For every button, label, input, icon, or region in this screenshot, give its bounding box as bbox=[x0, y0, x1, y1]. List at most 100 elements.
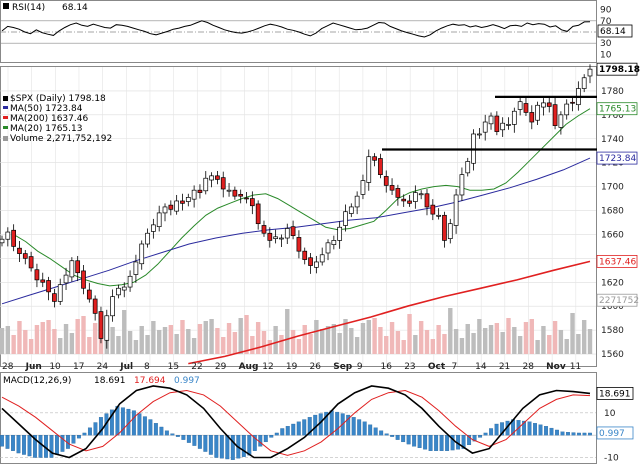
candle bbox=[389, 185, 395, 191]
candle bbox=[92, 298, 98, 314]
volume-bar bbox=[122, 310, 127, 354]
volume-bar bbox=[215, 328, 220, 354]
volume-bar bbox=[11, 335, 16, 354]
candle bbox=[418, 193, 424, 196]
macd-hist-bar bbox=[329, 410, 334, 436]
volume-bar bbox=[168, 325, 174, 354]
macd-hist-bar bbox=[11, 435, 15, 451]
macd-line bbox=[1, 385, 591, 459]
candle bbox=[546, 102, 552, 107]
macd-hist-value: 0.997 bbox=[174, 376, 200, 386]
price-y-tick: 1680 bbox=[601, 207, 624, 217]
candle bbox=[302, 250, 308, 260]
macd-hist-bar bbox=[357, 419, 362, 436]
candle bbox=[5, 231, 11, 240]
legend-spx: $SPX (Daily) 1798.18 bbox=[10, 94, 106, 104]
legend-volume: Volume 2,271,752,192 bbox=[10, 134, 112, 144]
macd-hist-bar bbox=[109, 409, 114, 436]
candle bbox=[412, 192, 418, 202]
volume-bar bbox=[558, 330, 564, 354]
volume-bar bbox=[384, 336, 389, 354]
macd-hist-bar bbox=[175, 435, 180, 437]
macd-tag-box bbox=[596, 426, 634, 440]
macd-hist-bar bbox=[549, 427, 554, 436]
candle bbox=[81, 270, 86, 289]
candle bbox=[151, 224, 156, 232]
x-tick-label: 16 bbox=[381, 362, 393, 372]
candle bbox=[319, 254, 325, 263]
price-tag: 1798.18 bbox=[599, 65, 640, 75]
price-tag-box bbox=[596, 102, 638, 116]
volume-bar bbox=[587, 329, 593, 354]
candle bbox=[279, 237, 284, 240]
macd-hist-bar bbox=[49, 435, 54, 458]
candle bbox=[197, 189, 203, 193]
volume-bar bbox=[92, 323, 98, 354]
candle bbox=[273, 236, 278, 239]
macd-hist-bar bbox=[22, 435, 26, 455]
volume-bar bbox=[378, 327, 383, 354]
ma-line-ma50 bbox=[1, 157, 591, 305]
volume-bar bbox=[232, 332, 238, 354]
volume-bar bbox=[28, 339, 34, 354]
volume-bar bbox=[162, 327, 168, 354]
volume-bar bbox=[395, 331, 401, 354]
volume-bar bbox=[203, 321, 208, 354]
macd-hist-bar bbox=[533, 423, 537, 436]
macd-hist-bar bbox=[401, 435, 406, 443]
volume-bar bbox=[69, 333, 75, 354]
volume-bar bbox=[366, 320, 371, 354]
volume-bar bbox=[325, 326, 331, 354]
macd-hist-bar bbox=[148, 419, 153, 436]
x-tick-label: 7 bbox=[452, 362, 458, 372]
macd-hist-bar bbox=[395, 435, 400, 440]
price-panel: 1560158016001620164016601680170017201740… bbox=[0, 62, 640, 372]
volume-bar bbox=[273, 326, 278, 354]
macd-hist-bar bbox=[197, 435, 202, 449]
candle bbox=[372, 156, 377, 161]
candle bbox=[17, 247, 22, 254]
macd-hist-bar bbox=[192, 435, 197, 446]
macd-hist-bar bbox=[87, 427, 92, 436]
macd-legend-bg bbox=[2, 374, 208, 385]
macd-hist-bar bbox=[82, 432, 87, 436]
volume-bar bbox=[139, 326, 144, 354]
price-y-tick: 1700 bbox=[601, 183, 624, 193]
macd-hist-bar bbox=[159, 426, 164, 436]
candle bbox=[442, 214, 447, 241]
candle bbox=[0, 238, 5, 244]
volume-bar bbox=[552, 321, 558, 354]
macd-hist-bar bbox=[390, 435, 395, 437]
volume-bar bbox=[389, 322, 395, 354]
volume-bar bbox=[116, 336, 121, 354]
macd-hist-bar bbox=[208, 435, 213, 455]
price-tag: 1765.13 bbox=[599, 105, 636, 115]
candle bbox=[52, 293, 57, 302]
volume-bar bbox=[255, 322, 261, 354]
macd-hist-bar bbox=[98, 417, 103, 436]
volume-bar bbox=[308, 334, 313, 354]
macd-hist-bar bbox=[60, 435, 65, 452]
candle bbox=[168, 204, 174, 210]
volume-bar bbox=[238, 318, 243, 354]
volume-bar bbox=[250, 336, 255, 354]
candle bbox=[98, 311, 104, 339]
x-tick-label: Nov bbox=[546, 362, 566, 372]
price-y-tick: 1760 bbox=[601, 111, 624, 121]
volume-bar bbox=[81, 316, 86, 354]
macd-tag: 0.997 bbox=[599, 429, 625, 439]
candle bbox=[360, 180, 366, 195]
macd-hist-bar bbox=[115, 405, 120, 436]
macd-hist-bar bbox=[137, 413, 142, 436]
macd-hist-bar bbox=[38, 435, 43, 458]
volume-bar bbox=[360, 323, 366, 354]
volume-bar bbox=[52, 329, 57, 354]
volume-bar bbox=[209, 319, 214, 354]
x-tick-label: 19 bbox=[286, 362, 298, 372]
legend-swatch-spx bbox=[3, 96, 8, 101]
volume-bar bbox=[372, 318, 377, 354]
volume-bar bbox=[127, 331, 133, 354]
price-y-tick: 1620 bbox=[601, 278, 624, 288]
macd-hist-bar bbox=[170, 433, 175, 436]
volume-bar bbox=[535, 340, 540, 354]
